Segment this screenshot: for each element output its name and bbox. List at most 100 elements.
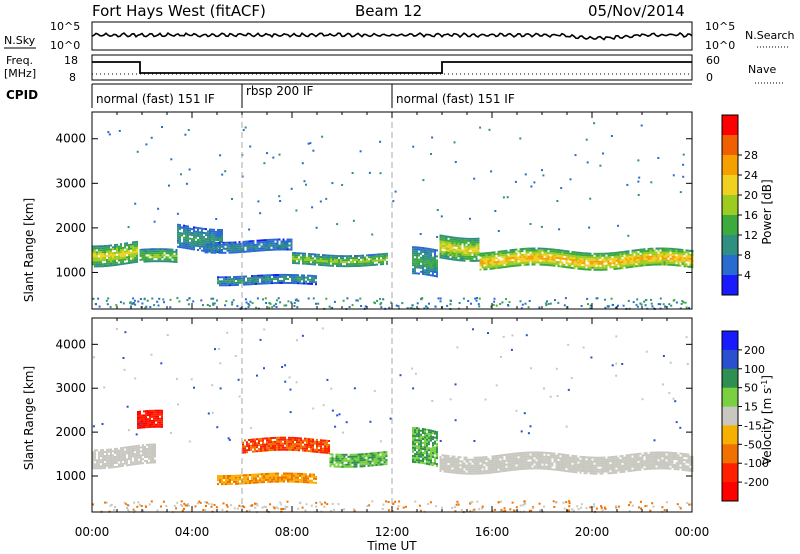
cell bbox=[108, 254, 110, 257]
cell bbox=[268, 238, 271, 241]
cell bbox=[300, 252, 302, 255]
cell bbox=[641, 262, 644, 265]
cell bbox=[447, 255, 450, 258]
cell bbox=[329, 465, 332, 468]
cell bbox=[136, 454, 138, 457]
cell bbox=[457, 237, 460, 240]
cell bbox=[617, 255, 620, 258]
cell bbox=[432, 436, 434, 439]
cell bbox=[629, 264, 632, 266]
cell bbox=[430, 461, 432, 464]
cell bbox=[286, 446, 288, 449]
noise-cell bbox=[293, 302, 296, 304]
cell bbox=[128, 452, 130, 454]
cell bbox=[326, 445, 328, 448]
cell bbox=[509, 261, 512, 264]
cell bbox=[609, 456, 612, 459]
cell bbox=[451, 258, 454, 261]
cell bbox=[495, 455, 498, 457]
cell bbox=[445, 249, 448, 252]
cell bbox=[579, 253, 582, 256]
cell bbox=[231, 282, 233, 285]
cell bbox=[414, 250, 416, 253]
cell bbox=[268, 248, 271, 251]
cell bbox=[501, 462, 504, 465]
cell bbox=[418, 437, 420, 440]
cell bbox=[489, 465, 492, 468]
power-band-0 bbox=[92, 240, 138, 268]
cell bbox=[246, 240, 249, 243]
cell bbox=[583, 258, 586, 261]
cell bbox=[268, 439, 270, 442]
cell bbox=[116, 257, 118, 260]
cell bbox=[521, 457, 524, 460]
cell bbox=[503, 460, 506, 462]
cell bbox=[300, 439, 302, 442]
cell bbox=[465, 245, 468, 248]
cell bbox=[485, 264, 488, 267]
cell bbox=[428, 457, 430, 460]
cell bbox=[455, 463, 458, 466]
cell bbox=[359, 455, 362, 458]
cell bbox=[293, 474, 295, 477]
cell bbox=[253, 281, 255, 283]
cell bbox=[432, 446, 434, 449]
cell bbox=[593, 266, 596, 269]
cell bbox=[517, 462, 520, 465]
cell bbox=[145, 258, 148, 261]
cell bbox=[206, 251, 209, 254]
cell bbox=[261, 477, 263, 480]
cell bbox=[569, 264, 572, 267]
cell bbox=[290, 242, 293, 245]
cell bbox=[219, 475, 221, 478]
cell bbox=[495, 263, 498, 266]
cell bbox=[269, 282, 271, 285]
cell bbox=[430, 435, 432, 438]
cell bbox=[573, 467, 576, 470]
cell bbox=[122, 248, 124, 251]
cell bbox=[595, 266, 598, 269]
cell bbox=[118, 247, 120, 250]
cell bbox=[501, 468, 504, 471]
cell bbox=[161, 250, 164, 253]
cell bbox=[412, 250, 414, 253]
noise-cell bbox=[231, 198, 233, 200]
cell bbox=[613, 463, 616, 466]
cell bbox=[515, 468, 518, 471]
cell bbox=[451, 236, 454, 239]
cell bbox=[447, 457, 450, 459]
cell bbox=[577, 465, 580, 468]
cell bbox=[145, 248, 148, 251]
cell bbox=[436, 271, 438, 274]
cell bbox=[489, 255, 492, 258]
cell bbox=[545, 459, 548, 462]
cell bbox=[152, 455, 154, 458]
cell bbox=[265, 282, 267, 285]
cell bbox=[347, 459, 350, 462]
noise-cell bbox=[659, 297, 662, 300]
cell bbox=[98, 451, 100, 454]
cell bbox=[356, 259, 358, 261]
cell bbox=[561, 455, 564, 458]
cell bbox=[426, 263, 428, 266]
cell bbox=[218, 251, 221, 254]
cell bbox=[157, 252, 160, 255]
cell bbox=[677, 250, 680, 253]
cell bbox=[282, 242, 285, 245]
cell bbox=[247, 476, 249, 479]
cell bbox=[412, 428, 414, 431]
cell bbox=[136, 444, 138, 447]
cell bbox=[279, 275, 281, 278]
cell bbox=[130, 259, 132, 262]
cell bbox=[661, 247, 664, 250]
cell bbox=[335, 453, 338, 456]
noise-cell bbox=[473, 177, 476, 180]
cell bbox=[134, 447, 136, 450]
cell bbox=[292, 442, 294, 445]
cell bbox=[412, 248, 414, 251]
cell bbox=[515, 456, 518, 459]
cell bbox=[569, 258, 572, 261]
cell bbox=[221, 481, 223, 484]
cell bbox=[463, 458, 466, 461]
cell bbox=[441, 240, 444, 243]
